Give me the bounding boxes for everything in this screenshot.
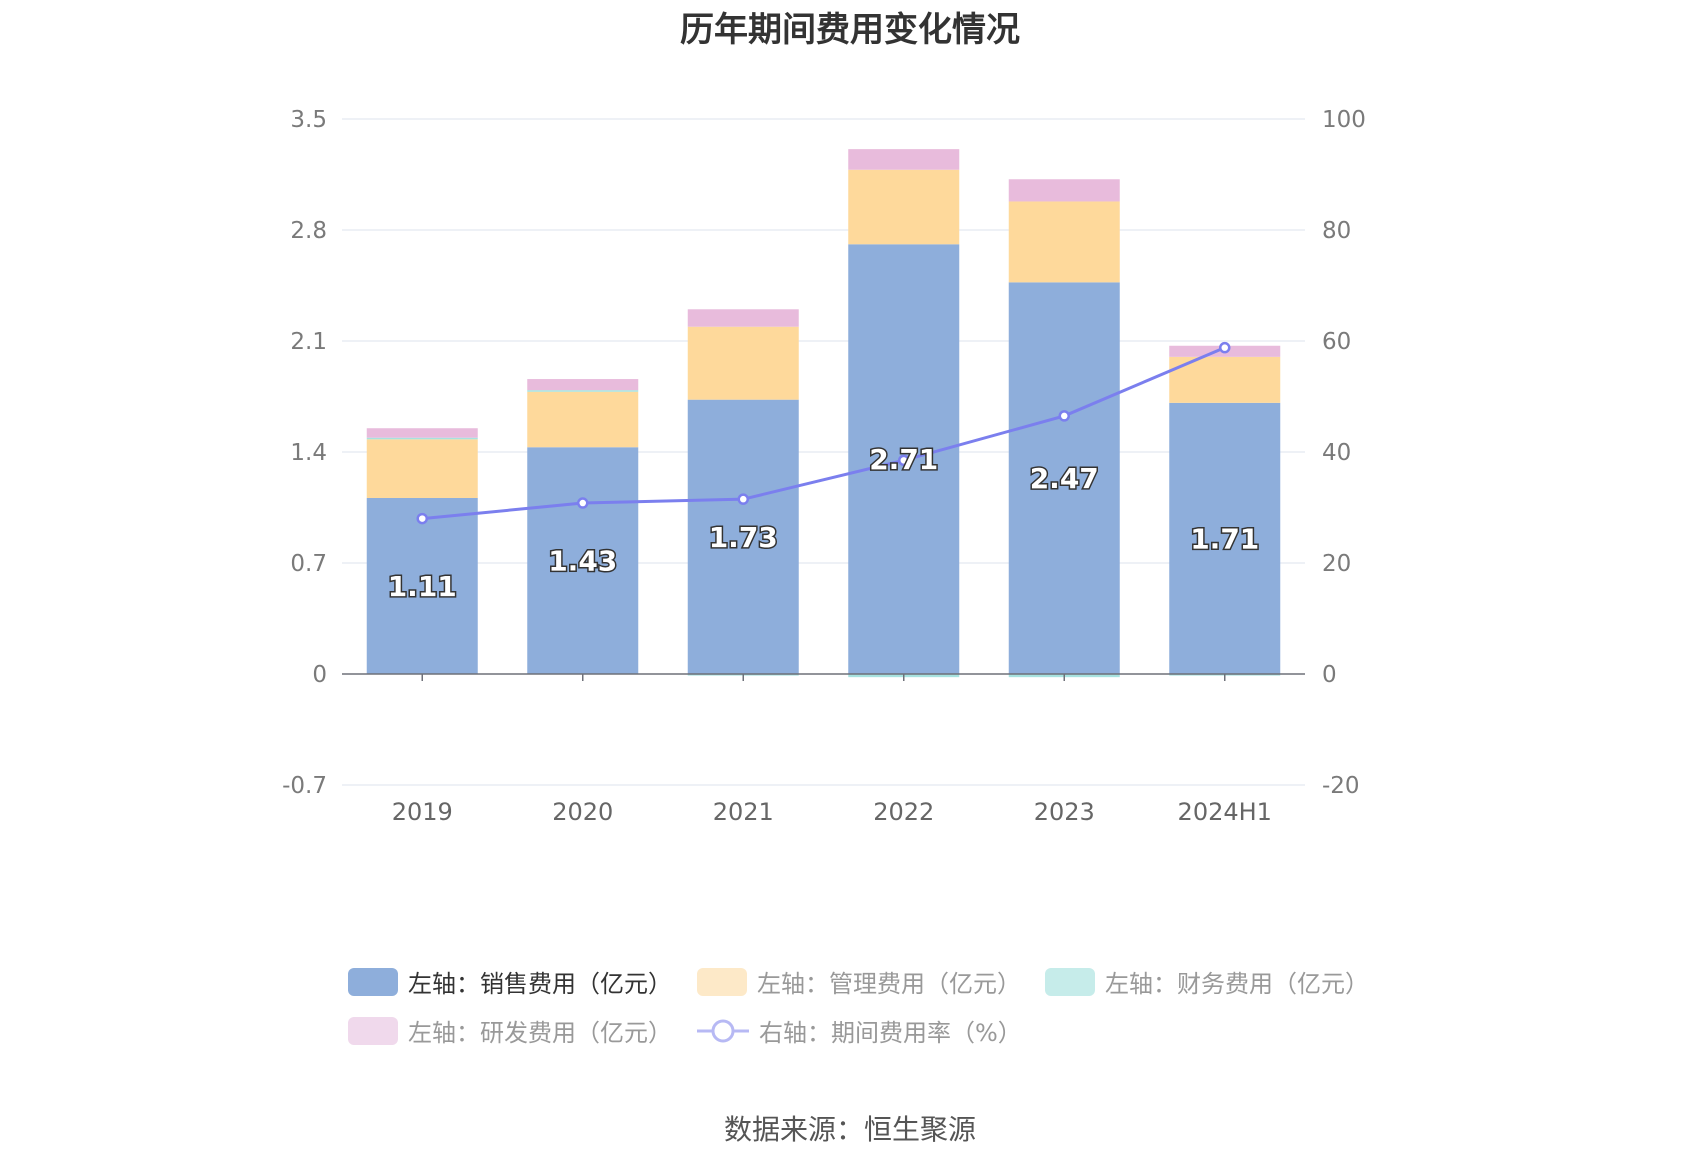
sales-data-label: 2.47 [1030,462,1099,495]
line-layer [416,341,1231,525]
right-axis-tick: 0 [1322,662,1337,688]
bar-segment-1 [1008,201,1120,283]
legend-item-rate[interactable]: 右轴：期间费用率（%） [697,1013,1022,1048]
bar-segment-3 [366,428,478,438]
bar-segment-3 [687,309,799,327]
x-axis-tick-label: 2021 [713,798,774,826]
right-axis-tick: -20 [1322,773,1360,799]
legend-label-admin: 左轴：管理费用（亿元） [757,970,1021,998]
legend-item-sales[interactable]: 左轴：销售费用（亿元） [348,964,672,999]
legend-swatch-sales [348,967,398,996]
legend-swatch-admin [697,967,747,996]
bar-segment-0 [1169,402,1281,674]
rate-point [577,497,589,509]
source-note: 数据来源：恒生聚源 [723,1113,976,1146]
legend-item-finance[interactable]: 左轴：财务费用（亿元） [1045,964,1369,999]
bar-segment-0 [1008,282,1120,674]
left-axis-tick: 2.8 [290,218,327,244]
left-axis-tick: 3.5 [290,107,327,133]
legend-label-sales: 左轴：销售费用（亿元） [408,970,672,998]
grid-layer [342,118,1305,786]
rate-line [422,346,1226,521]
x-axis-tick-label: 2019 [392,798,453,826]
legend-swatch-rate [697,1019,749,1042]
legend-label-finance: 左轴：财务费用（亿元） [1105,970,1369,998]
left-axis-tick: 0 [312,662,327,688]
bar-segment-1 [848,169,960,245]
left-axis-tick: 0.7 [290,551,327,577]
legend-swatch-rd [348,1016,398,1045]
legend-label-rd: 左轴：研发费用（亿元） [408,1019,672,1047]
bar-segment-1 [527,391,639,448]
sales-data-label: 1.71 [1190,522,1259,555]
x-axis-tick-label: 2020 [552,798,613,826]
bar-segment-2 [527,390,639,392]
right-axis-tick: 60 [1322,329,1351,355]
sales-data-label: 1.73 [709,521,778,554]
x-axis-tick-label: 2022 [873,798,934,826]
sales-data-label: 2.71 [869,443,938,476]
left-axis-tick: 2.1 [290,329,327,355]
left-axis-tick: 1.4 [290,440,327,466]
right-axis-tick: 80 [1322,218,1351,244]
bar-segment-0 [366,497,478,674]
sales-data-label: 1.43 [548,545,617,578]
legend-item-admin[interactable]: 左轴：管理费用（亿元） [697,964,1021,999]
x-axis-tick-label: 2023 [1034,798,1095,826]
bar-segment-1 [366,439,478,498]
left-axis-tick: -0.7 [282,773,327,799]
right-axis-tick: 100 [1322,107,1366,133]
bar-segment-3 [848,149,960,170]
legend-label-rate: 右轴：期间费用率（%） [759,1019,1022,1047]
bar-segment-3 [527,379,639,391]
rate-point [898,454,910,467]
right-axis-tick: 20 [1322,551,1351,577]
rate-point [1219,341,1231,354]
label-layer: 1.11 1.43 1.73 2.71 2.47 1.71 [386,442,1261,605]
rate-point [737,493,749,505]
bar-layer [366,149,1281,678]
axis-layer: -0.7 0 0.7 1.4 2.1 2.8 3.5 -20 0 20 40 60 80 100 2019 2… [282,107,1366,826]
bar-segment-2 [366,437,478,440]
legend-swatch-finance [1045,967,1095,996]
rate-point [416,512,428,525]
sales-data-label: 1.11 [388,570,457,603]
x-axis-tick-label: 2024H1 [1178,798,1272,826]
legend-item-rd[interactable]: 左轴：研发费用（亿元） [348,1013,672,1048]
bar-segment-3 [1008,179,1120,202]
rate-point [1058,410,1070,422]
bar-segment-0 [687,399,799,674]
bar-segment-0 [527,447,639,674]
bar-segment-1 [687,326,799,400]
chart-title: 历年期间费用变化情况 [680,10,1020,50]
right-axis-tick: 40 [1322,440,1351,466]
